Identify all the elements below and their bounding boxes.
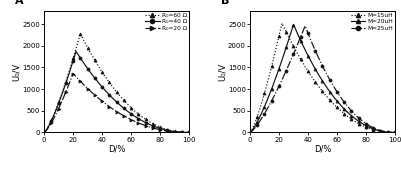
Legend: R₀=60 Ω, R₀=40 Ω, R₀=20 Ω: R₀=60 Ω, R₀=40 Ω, R₀=20 Ω	[145, 12, 188, 31]
Text: A: A	[15, 0, 24, 6]
X-axis label: D/%: D/%	[108, 144, 125, 153]
Text: B: B	[221, 0, 229, 6]
Y-axis label: U₀/V: U₀/V	[217, 63, 227, 81]
X-axis label: D/%: D/%	[314, 144, 331, 153]
Y-axis label: U₀/V: U₀/V	[12, 63, 20, 81]
Legend: M=15uH, M=20uH, M=25uH: M=15uH, M=20uH, M=25uH	[350, 12, 394, 31]
